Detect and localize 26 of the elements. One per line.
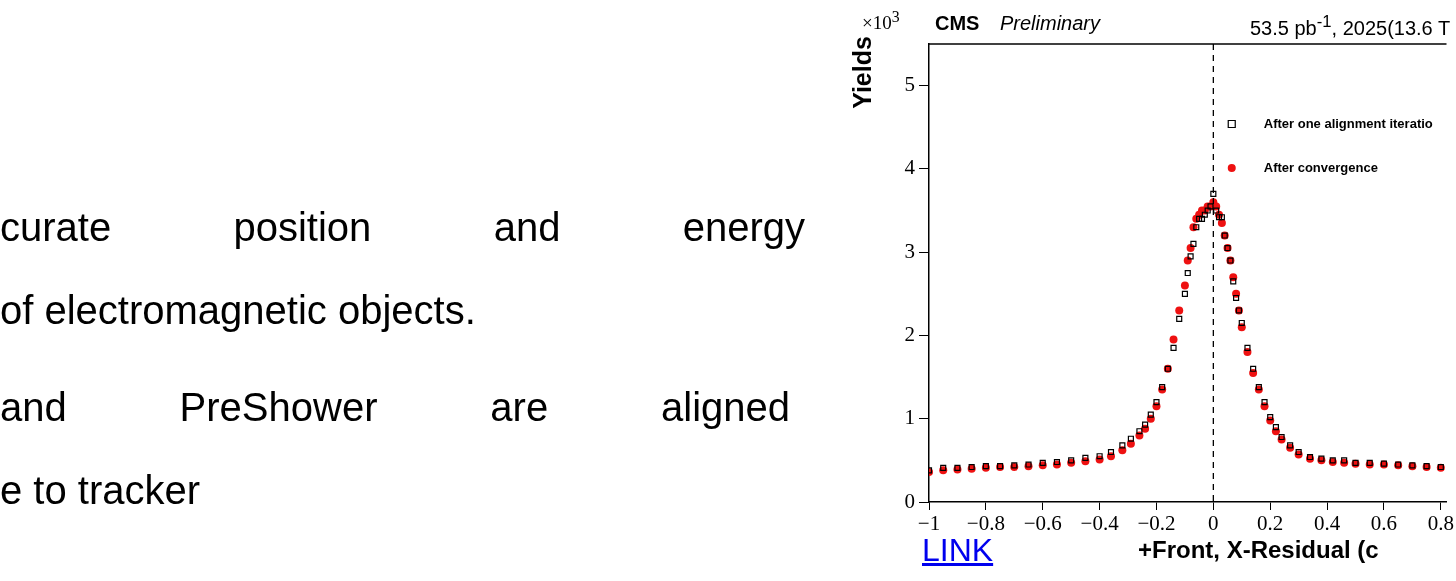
chart-subtitle: Preliminary [1000, 12, 1101, 35]
text: ×10$^{3}$ [862, 8, 900, 35]
text: e to tracker [0, 468, 201, 513]
x-tick-label: 0.8 [1427, 511, 1454, 536]
x-tick-label: 0.4 [1313, 511, 1341, 536]
x-tick-label: −0.6 [1023, 511, 1062, 536]
y-axis-title: Yields [847, 36, 877, 109]
x-tick-label: 0.2 [1257, 511, 1284, 536]
x-tick-label: −0.2 [1137, 511, 1176, 536]
x-tick-label: 0.6 [1370, 511, 1398, 536]
text: curate position and energy [0, 205, 805, 250]
y-tick-label: 4 [904, 155, 916, 180]
y-tick-label: 3 [904, 238, 915, 263]
x-tick-label: −0.4 [1080, 511, 1120, 536]
x-axis-title: +Front, X-Residual (c [1138, 536, 1379, 564]
legend-label: After one alignment iteratio [1263, 115, 1433, 131]
y-tick-label: 2 [904, 321, 915, 346]
y-tick-label: 1 [904, 405, 915, 430]
text: 53.5 pb$^{-1}$, 2025(13.6 T [1250, 12, 1451, 40]
text: of electromagnetic objects. [0, 288, 476, 333]
y-tick-label: 0 [904, 488, 915, 513]
text: and PreShower are aligned [0, 385, 790, 430]
y-tick-label: 5 [904, 72, 915, 97]
x-tick-label: 0 [1208, 511, 1219, 536]
chart-title: CMS [935, 12, 980, 35]
legend-label: After convergence [1263, 159, 1378, 175]
